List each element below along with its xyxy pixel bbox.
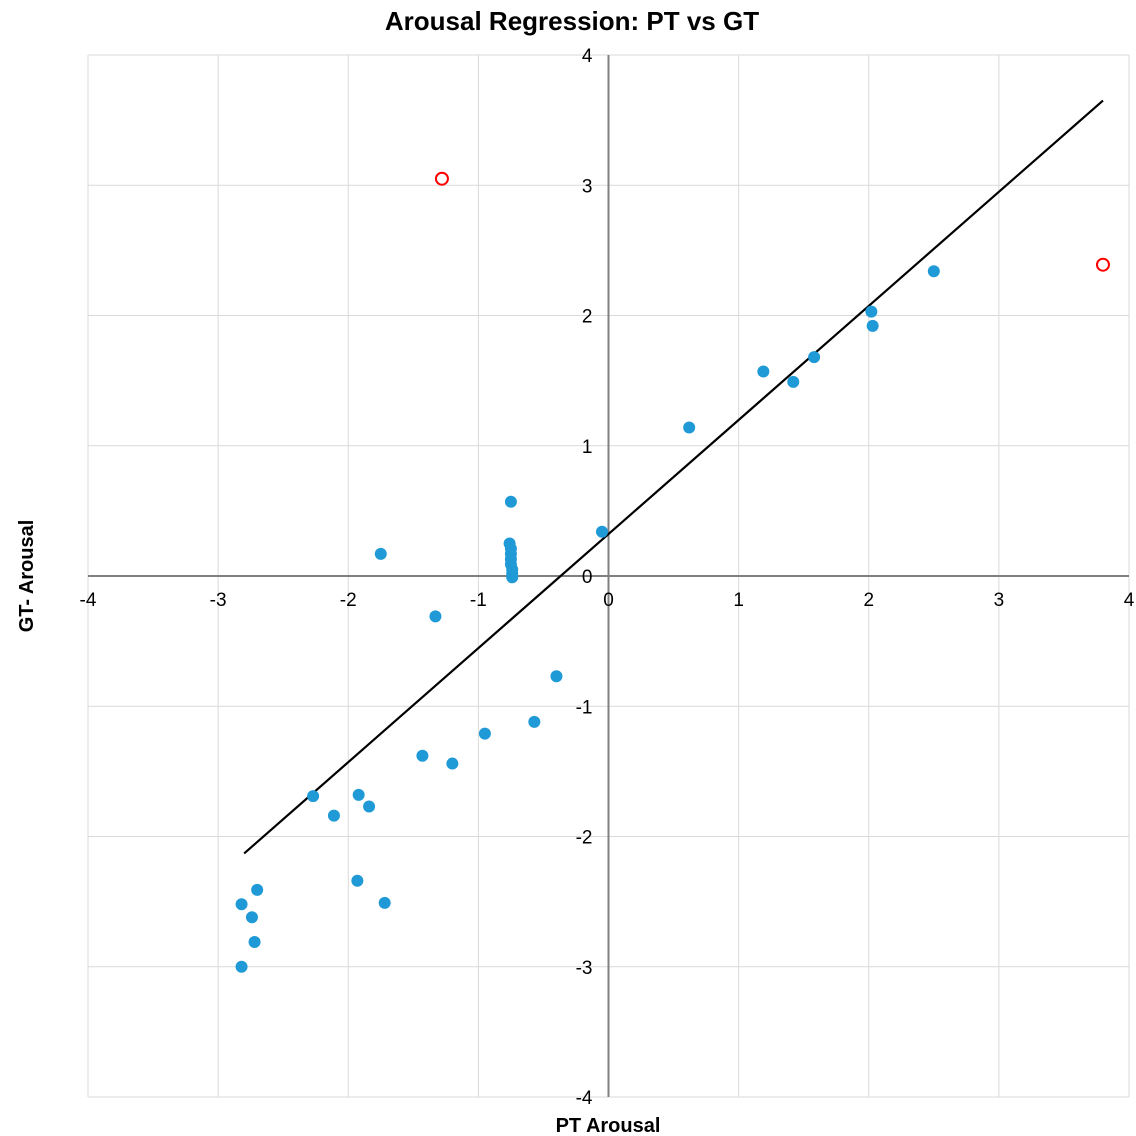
data-point (429, 610, 442, 623)
data-point (478, 727, 491, 740)
data-point (374, 547, 387, 560)
data-point (866, 319, 879, 332)
data-point (683, 421, 696, 434)
x-axis-title: PT Arousal (556, 1115, 661, 1136)
y-tick-label: -2 (576, 828, 593, 849)
data-point (808, 351, 821, 364)
x-tick-label: -3 (210, 590, 227, 611)
data-point (927, 265, 940, 278)
data-points (235, 171, 1110, 973)
chart-title: Arousal Regression: PT vs GT (385, 6, 759, 36)
data-point (446, 757, 459, 770)
x-tick-label: 0 (603, 590, 614, 611)
x-tick-label: 2 (863, 590, 874, 611)
data-point (235, 898, 248, 911)
data-point (363, 800, 376, 813)
data-point (865, 305, 878, 318)
tick-labels: -4 -3 -2 -1 0 1 2 3 4 4 3 2 1 0 -1 -2 -3 -4 (80, 46, 1135, 1109)
y-tick-label: 1 (582, 437, 593, 458)
axes (88, 55, 1129, 1097)
y-tick-label: 2 (582, 307, 593, 328)
x-tick-label: -2 (340, 590, 357, 611)
data-point (245, 911, 258, 924)
data-point (504, 495, 517, 508)
data-point (550, 670, 563, 683)
x-tick-label: -4 (80, 590, 97, 611)
data-point (351, 874, 364, 887)
data-point (787, 375, 800, 388)
data-point (248, 936, 261, 949)
data-point (528, 715, 541, 728)
regression-line (243, 99, 1104, 855)
y-tick-label: 3 (582, 176, 593, 197)
data-point (757, 365, 770, 378)
x-tick-label: 3 (994, 590, 1005, 611)
data-point (327, 809, 340, 822)
data-point (378, 896, 391, 909)
outlier-point (1095, 257, 1110, 272)
x-tick-label: -1 (470, 590, 487, 611)
y-axis-title: GT- Arousal (16, 520, 38, 633)
y-tick-label: 4 (582, 46, 593, 67)
data-point (352, 788, 365, 801)
data-point (506, 571, 519, 584)
data-point (235, 960, 248, 973)
data-point (595, 525, 608, 538)
x-tick-label: 4 (1124, 590, 1135, 611)
y-tick-label: -1 (576, 697, 593, 718)
regression-line-group (243, 99, 1104, 855)
data-point (416, 749, 429, 762)
x-tick-label: 1 (733, 590, 744, 611)
y-tick-label: -4 (576, 1088, 593, 1109)
outlier-point (434, 171, 449, 186)
data-point (251, 883, 264, 896)
y-tick-label: 0 (582, 567, 593, 588)
data-point (307, 790, 320, 803)
y-tick-label: -3 (576, 958, 593, 979)
